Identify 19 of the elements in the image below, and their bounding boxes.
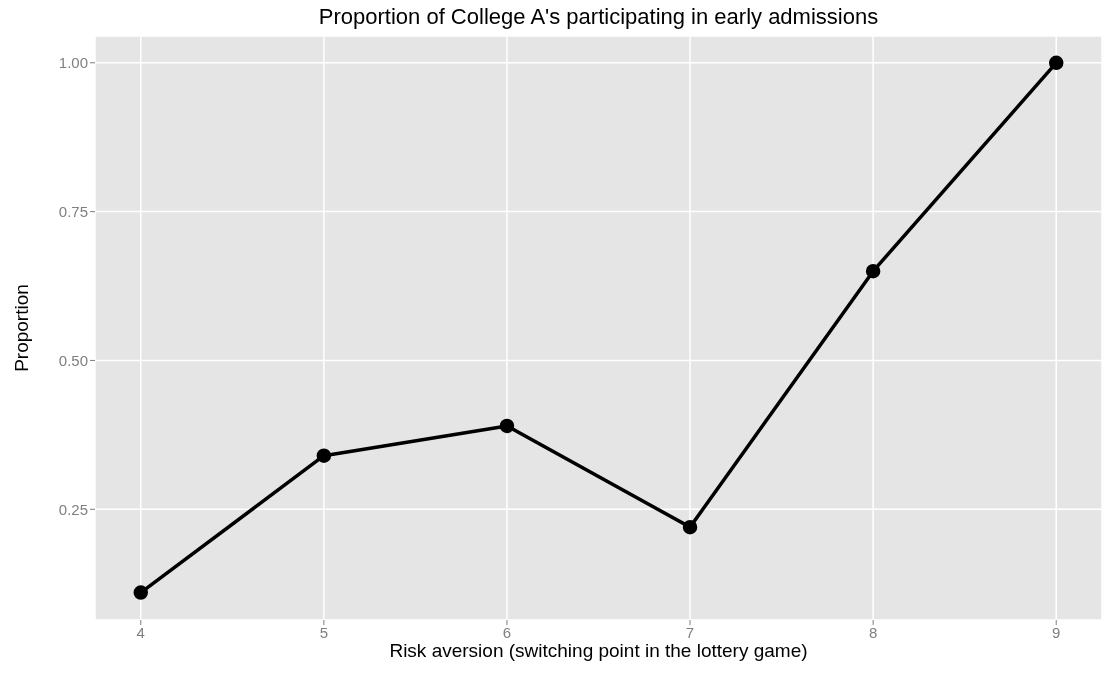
- y-tick-label: 0.25: [58, 500, 88, 518]
- point: [133, 585, 149, 600]
- y-tick-label: 0.75: [58, 202, 88, 220]
- point: [1048, 55, 1064, 71]
- x-tick-label: 8: [868, 623, 878, 641]
- point: [865, 263, 881, 279]
- y-axis-title: Proportion: [11, 284, 33, 372]
- point: [316, 448, 332, 463]
- chart-title: Proportion of College A's participating in early admissions: [317, 4, 880, 30]
- x-axis-title: Risk aversion (switching point in the lottery game): [388, 640, 809, 662]
- point: [682, 519, 698, 535]
- x-tick-label: 9: [1052, 623, 1061, 641]
- x-tick-label: 5: [319, 623, 329, 641]
- y-tick-label: 0.50: [58, 351, 88, 369]
- point: [499, 418, 515, 434]
- x-tick-label: 6: [502, 623, 512, 641]
- x-tick-label: 7: [685, 623, 695, 641]
- y-tick-label: 1.00: [58, 54, 88, 72]
- x-tick-label: 4: [136, 623, 145, 641]
